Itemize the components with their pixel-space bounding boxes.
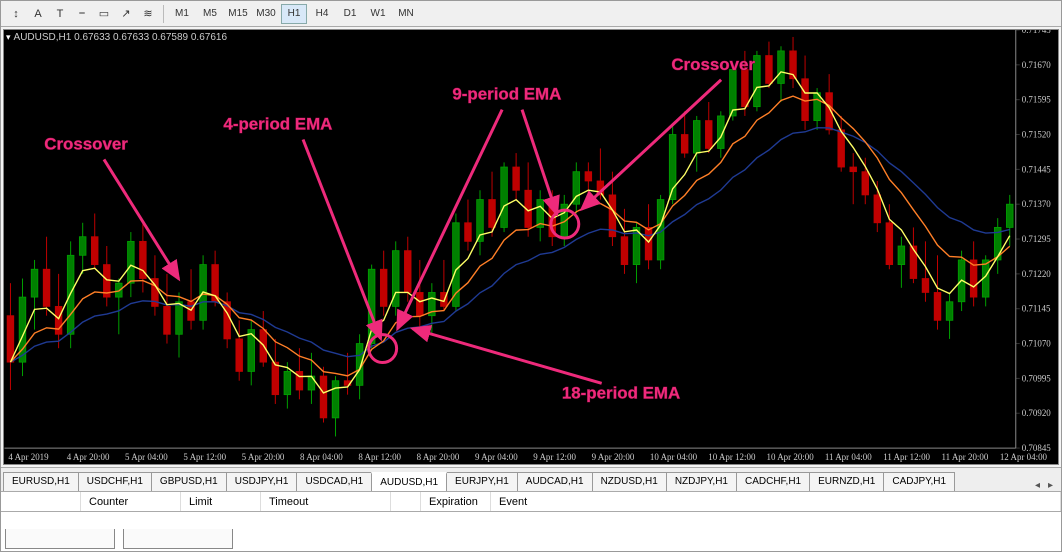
footer-tab-1[interactable] [5, 529, 115, 549]
svg-text:0.70920: 0.70920 [1022, 408, 1052, 418]
symbol-tabs: EURUSD,H1USDCHF,H1GBPUSD,H1USDJPY,H1USDC… [1, 467, 1061, 491]
svg-text:Crossover: Crossover [671, 55, 755, 74]
footer-tab-2[interactable] [123, 529, 233, 549]
symbol-tab[interactable]: GBPUSD,H1 [151, 472, 227, 491]
svg-text:12 Apr 04:00: 12 Apr 04:00 [1000, 452, 1048, 462]
symbol-tab[interactable]: CADJPY,H1 [883, 472, 955, 491]
svg-text:5 Apr 20:00: 5 Apr 20:00 [242, 452, 285, 462]
svg-text:10 Apr 04:00: 10 Apr 04:00 [650, 452, 698, 462]
svg-text:0.70995: 0.70995 [1022, 373, 1052, 383]
events-grid-header: Counter Limit Timeout Expiration Event [1, 491, 1061, 511]
svg-text:0.71520: 0.71520 [1022, 130, 1052, 140]
symbol-ohlc-text: AUDUSD,H1 0.67633 0.67633 0.67589 0.6761… [14, 32, 228, 43]
tab-scroll-right-icon[interactable]: ▸ [1044, 480, 1057, 491]
svg-text:9-period EMA: 9-period EMA [452, 85, 561, 104]
svg-text:9 Apr 20:00: 9 Apr 20:00 [592, 452, 635, 462]
svg-text:9 Apr 04:00: 9 Apr 04:00 [475, 452, 518, 462]
footer [1, 511, 1061, 551]
svg-text:0.71145: 0.71145 [1022, 304, 1051, 314]
svg-text:8 Apr 12:00: 8 Apr 12:00 [358, 452, 401, 462]
tool-text[interactable]: A [29, 4, 47, 24]
svg-text:8 Apr 20:00: 8 Apr 20:00 [417, 452, 460, 462]
symbol-tab[interactable]: CADCHF,H1 [736, 472, 810, 491]
tool-trendline[interactable]: ↗ [117, 4, 135, 24]
svg-text:5 Apr 04:00: 5 Apr 04:00 [125, 452, 168, 462]
svg-text:0.71595: 0.71595 [1022, 95, 1052, 105]
col-blank2[interactable] [391, 492, 421, 511]
symbol-tab[interactable]: USDJPY,H1 [226, 472, 298, 491]
timeframe-H1[interactable]: H1 [281, 4, 307, 24]
timeframe-D1[interactable]: D1 [337, 4, 363, 24]
timeframe-M5[interactable]: M5 [197, 4, 223, 24]
symbol-tab[interactable]: EURNZD,H1 [809, 472, 884, 491]
timeframe-H4[interactable]: H4 [309, 4, 335, 24]
svg-text:0.71070: 0.71070 [1022, 339, 1052, 349]
tool-cursor[interactable]: ↕ [7, 4, 25, 24]
svg-text:11 Apr 04:00: 11 Apr 04:00 [825, 452, 872, 462]
tool-line-h[interactable]: ⎯ [73, 4, 91, 24]
symbol-tab[interactable]: USDCHF,H1 [78, 472, 152, 491]
dropdown-icon[interactable]: ▾ [6, 32, 11, 43]
tool-label[interactable]: T [51, 4, 69, 24]
symbol-tab[interactable]: AUDUSD,H1 [371, 472, 447, 491]
timeframe-W1[interactable]: W1 [365, 4, 391, 24]
tool-rect[interactable]: ▭ [95, 4, 113, 24]
svg-text:0.71220: 0.71220 [1022, 269, 1052, 279]
timeframe-M15[interactable]: M15 [225, 4, 251, 24]
symbol-tab[interactable]: NZDUSD,H1 [592, 472, 667, 491]
timeframe-M1[interactable]: M1 [169, 4, 195, 24]
svg-text:10 Apr 12:00: 10 Apr 12:00 [708, 452, 756, 462]
col-blank[interactable] [1, 492, 81, 511]
tab-nav: ◂ ▸ [1031, 480, 1061, 491]
svg-text:9 Apr 12:00: 9 Apr 12:00 [533, 452, 576, 462]
chart-area[interactable]: ▾ AUDUSD,H1 0.67633 0.67633 0.67589 0.67… [3, 29, 1059, 465]
svg-text:4-period EMA: 4-period EMA [223, 115, 332, 134]
svg-text:8 Apr 04:00: 8 Apr 04:00 [300, 452, 343, 462]
metatrader-window: ↕AT⎯▭↗≋ M1M5M15M30H1H4D1W1MN ▾ AUDUSD,H1… [0, 0, 1062, 552]
chart-canvas[interactable]: 0.71745 0.71670 0.71595 0.71520 0.71445 0.713… [4, 30, 1058, 464]
svg-text:0.71670: 0.71670 [1022, 60, 1052, 70]
col-timeout[interactable]: Timeout [261, 492, 391, 511]
svg-text:4 Apr 20:00: 4 Apr 20:00 [67, 452, 110, 462]
svg-text:10 Apr 20:00: 10 Apr 20:00 [767, 452, 815, 462]
symbol-tab[interactable]: EURUSD,H1 [3, 472, 79, 491]
col-expiration[interactable]: Expiration [421, 492, 491, 511]
symbol-tab[interactable]: NZDJPY,H1 [666, 472, 737, 491]
tool-wave[interactable]: ≋ [139, 4, 157, 24]
timeframe-MN[interactable]: MN [393, 4, 419, 24]
svg-text:0.71295: 0.71295 [1022, 234, 1052, 244]
tab-scroll-left-icon[interactable]: ◂ [1031, 480, 1044, 491]
svg-text:11 Apr 12:00: 11 Apr 12:00 [883, 452, 930, 462]
col-event[interactable]: Event [491, 492, 1061, 511]
chart-title: ▾ AUDUSD,H1 0.67633 0.67633 0.67589 0.67… [6, 32, 227, 43]
symbol-tab[interactable]: AUDCAD,H1 [517, 472, 593, 491]
symbol-tab[interactable]: EURJPY,H1 [446, 472, 518, 491]
svg-text:0.71445: 0.71445 [1022, 164, 1052, 174]
top-toolbar: ↕AT⎯▭↗≋ M1M5M15M30H1H4D1W1MN [1, 1, 1061, 27]
col-counter[interactable]: Counter [81, 492, 181, 511]
svg-text:5 Apr 12:00: 5 Apr 12:00 [183, 452, 226, 462]
svg-text:0.71745: 0.71745 [1022, 30, 1052, 35]
svg-text:0.71370: 0.71370 [1022, 199, 1052, 209]
svg-text:4 Apr 2019: 4 Apr 2019 [8, 452, 49, 462]
symbol-tab[interactable]: USDCAD,H1 [296, 472, 372, 491]
svg-text:18-period EMA: 18-period EMA [562, 383, 680, 402]
svg-text:11 Apr 20:00: 11 Apr 20:00 [942, 452, 989, 462]
svg-text:Crossover: Crossover [44, 134, 128, 153]
timeframe-M30[interactable]: M30 [253, 4, 279, 24]
col-limit[interactable]: Limit [181, 492, 261, 511]
toolbar-separator [163, 5, 164, 23]
